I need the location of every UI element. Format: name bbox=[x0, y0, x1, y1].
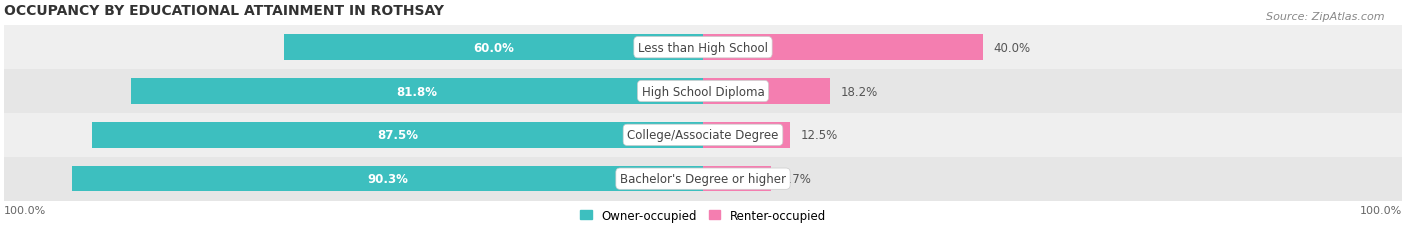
Text: 81.8%: 81.8% bbox=[396, 85, 437, 98]
Text: 87.5%: 87.5% bbox=[377, 129, 418, 142]
Text: College/Associate Degree: College/Associate Degree bbox=[627, 129, 779, 142]
Text: Bachelor's Degree or higher: Bachelor's Degree or higher bbox=[620, 172, 786, 185]
Bar bbox=[284, 35, 703, 61]
Bar bbox=[4, 26, 1402, 70]
Text: 100.0%: 100.0% bbox=[4, 205, 46, 215]
Bar bbox=[91, 123, 703, 148]
Text: OCCUPANCY BY EDUCATIONAL ATTAINMENT IN ROTHSAY: OCCUPANCY BY EDUCATIONAL ATTAINMENT IN R… bbox=[4, 4, 444, 18]
Bar bbox=[703, 166, 770, 191]
Bar bbox=[703, 79, 830, 104]
Text: 9.7%: 9.7% bbox=[782, 172, 811, 185]
Text: Less than High School: Less than High School bbox=[638, 42, 768, 55]
Bar bbox=[4, 157, 1402, 201]
Text: 18.2%: 18.2% bbox=[841, 85, 877, 98]
Text: 40.0%: 40.0% bbox=[993, 42, 1031, 55]
Bar bbox=[131, 79, 703, 104]
Text: 12.5%: 12.5% bbox=[801, 129, 838, 142]
Text: High School Diploma: High School Diploma bbox=[641, 85, 765, 98]
Text: Source: ZipAtlas.com: Source: ZipAtlas.com bbox=[1267, 12, 1385, 21]
Text: 60.0%: 60.0% bbox=[472, 42, 513, 55]
Bar bbox=[4, 113, 1402, 157]
Bar bbox=[703, 123, 790, 148]
Text: 100.0%: 100.0% bbox=[1360, 205, 1402, 215]
Legend: Owner-occupied, Renter-occupied: Owner-occupied, Renter-occupied bbox=[575, 204, 831, 226]
Bar bbox=[72, 166, 703, 191]
Bar bbox=[4, 70, 1402, 113]
Bar bbox=[703, 35, 983, 61]
Text: 90.3%: 90.3% bbox=[367, 172, 408, 185]
